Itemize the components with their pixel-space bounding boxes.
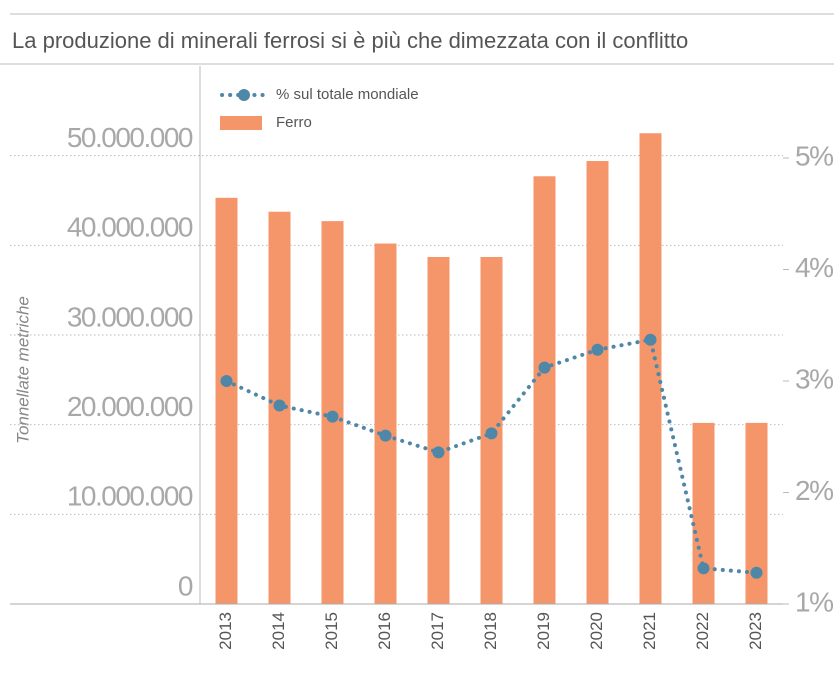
bar — [533, 176, 556, 605]
bar — [374, 243, 397, 605]
line-point — [379, 429, 392, 442]
x-tick-label: 2015 — [322, 612, 341, 650]
x-tick-label: 2013 — [216, 612, 235, 650]
y-tick-label: 10.000.000 — [67, 481, 193, 512]
bar — [745, 422, 768, 604]
y-tick-label: 50.000.000 — [67, 122, 193, 153]
legend-label: % sul totale mondiale — [276, 86, 419, 103]
x-tick-label: 2019 — [534, 612, 553, 650]
line-point — [697, 562, 710, 575]
bar — [427, 256, 450, 604]
y-tick-label: 30.000.000 — [67, 301, 193, 332]
y2-tick-label: 5% — [795, 140, 833, 171]
line-point — [326, 410, 339, 423]
bar — [215, 197, 238, 604]
bar — [692, 422, 715, 604]
chart-title: La produzione di minerali ferrosi si è p… — [12, 28, 688, 53]
y2-tick-label: 3% — [795, 363, 833, 394]
x-tick-label: 2022 — [693, 612, 712, 650]
bar — [639, 133, 662, 604]
x-tick-label: 2020 — [587, 612, 606, 650]
y2-tick-label: 4% — [795, 252, 833, 283]
x-tick-label: 2016 — [375, 612, 394, 650]
bar — [586, 161, 609, 604]
line-point — [273, 399, 286, 412]
line-point — [591, 343, 604, 356]
x-tick-label: 2023 — [746, 612, 765, 650]
line-point — [750, 566, 763, 579]
line-point — [432, 446, 445, 459]
line-point — [485, 427, 498, 440]
legend-label: Ferro — [276, 114, 312, 131]
legend-marker — [238, 89, 250, 101]
y2-tick-label: 1% — [795, 586, 833, 617]
line-point — [538, 361, 551, 374]
y-axis-title: Tonnellate metriche — [13, 296, 32, 444]
x-tick-label: 2018 — [481, 612, 500, 650]
line-point — [220, 374, 233, 387]
x-tick-label: 2021 — [640, 612, 659, 650]
y-tick-label: 0 — [178, 570, 193, 601]
y2-tick-label: 2% — [795, 475, 833, 506]
legend-swatch — [220, 116, 262, 130]
y-tick-label: 20.000.000 — [67, 391, 193, 422]
y-tick-label: 40.000.000 — [67, 212, 193, 243]
x-tick-label: 2017 — [428, 612, 447, 650]
line-point — [644, 333, 657, 346]
x-tick-label: 2014 — [269, 612, 288, 650]
